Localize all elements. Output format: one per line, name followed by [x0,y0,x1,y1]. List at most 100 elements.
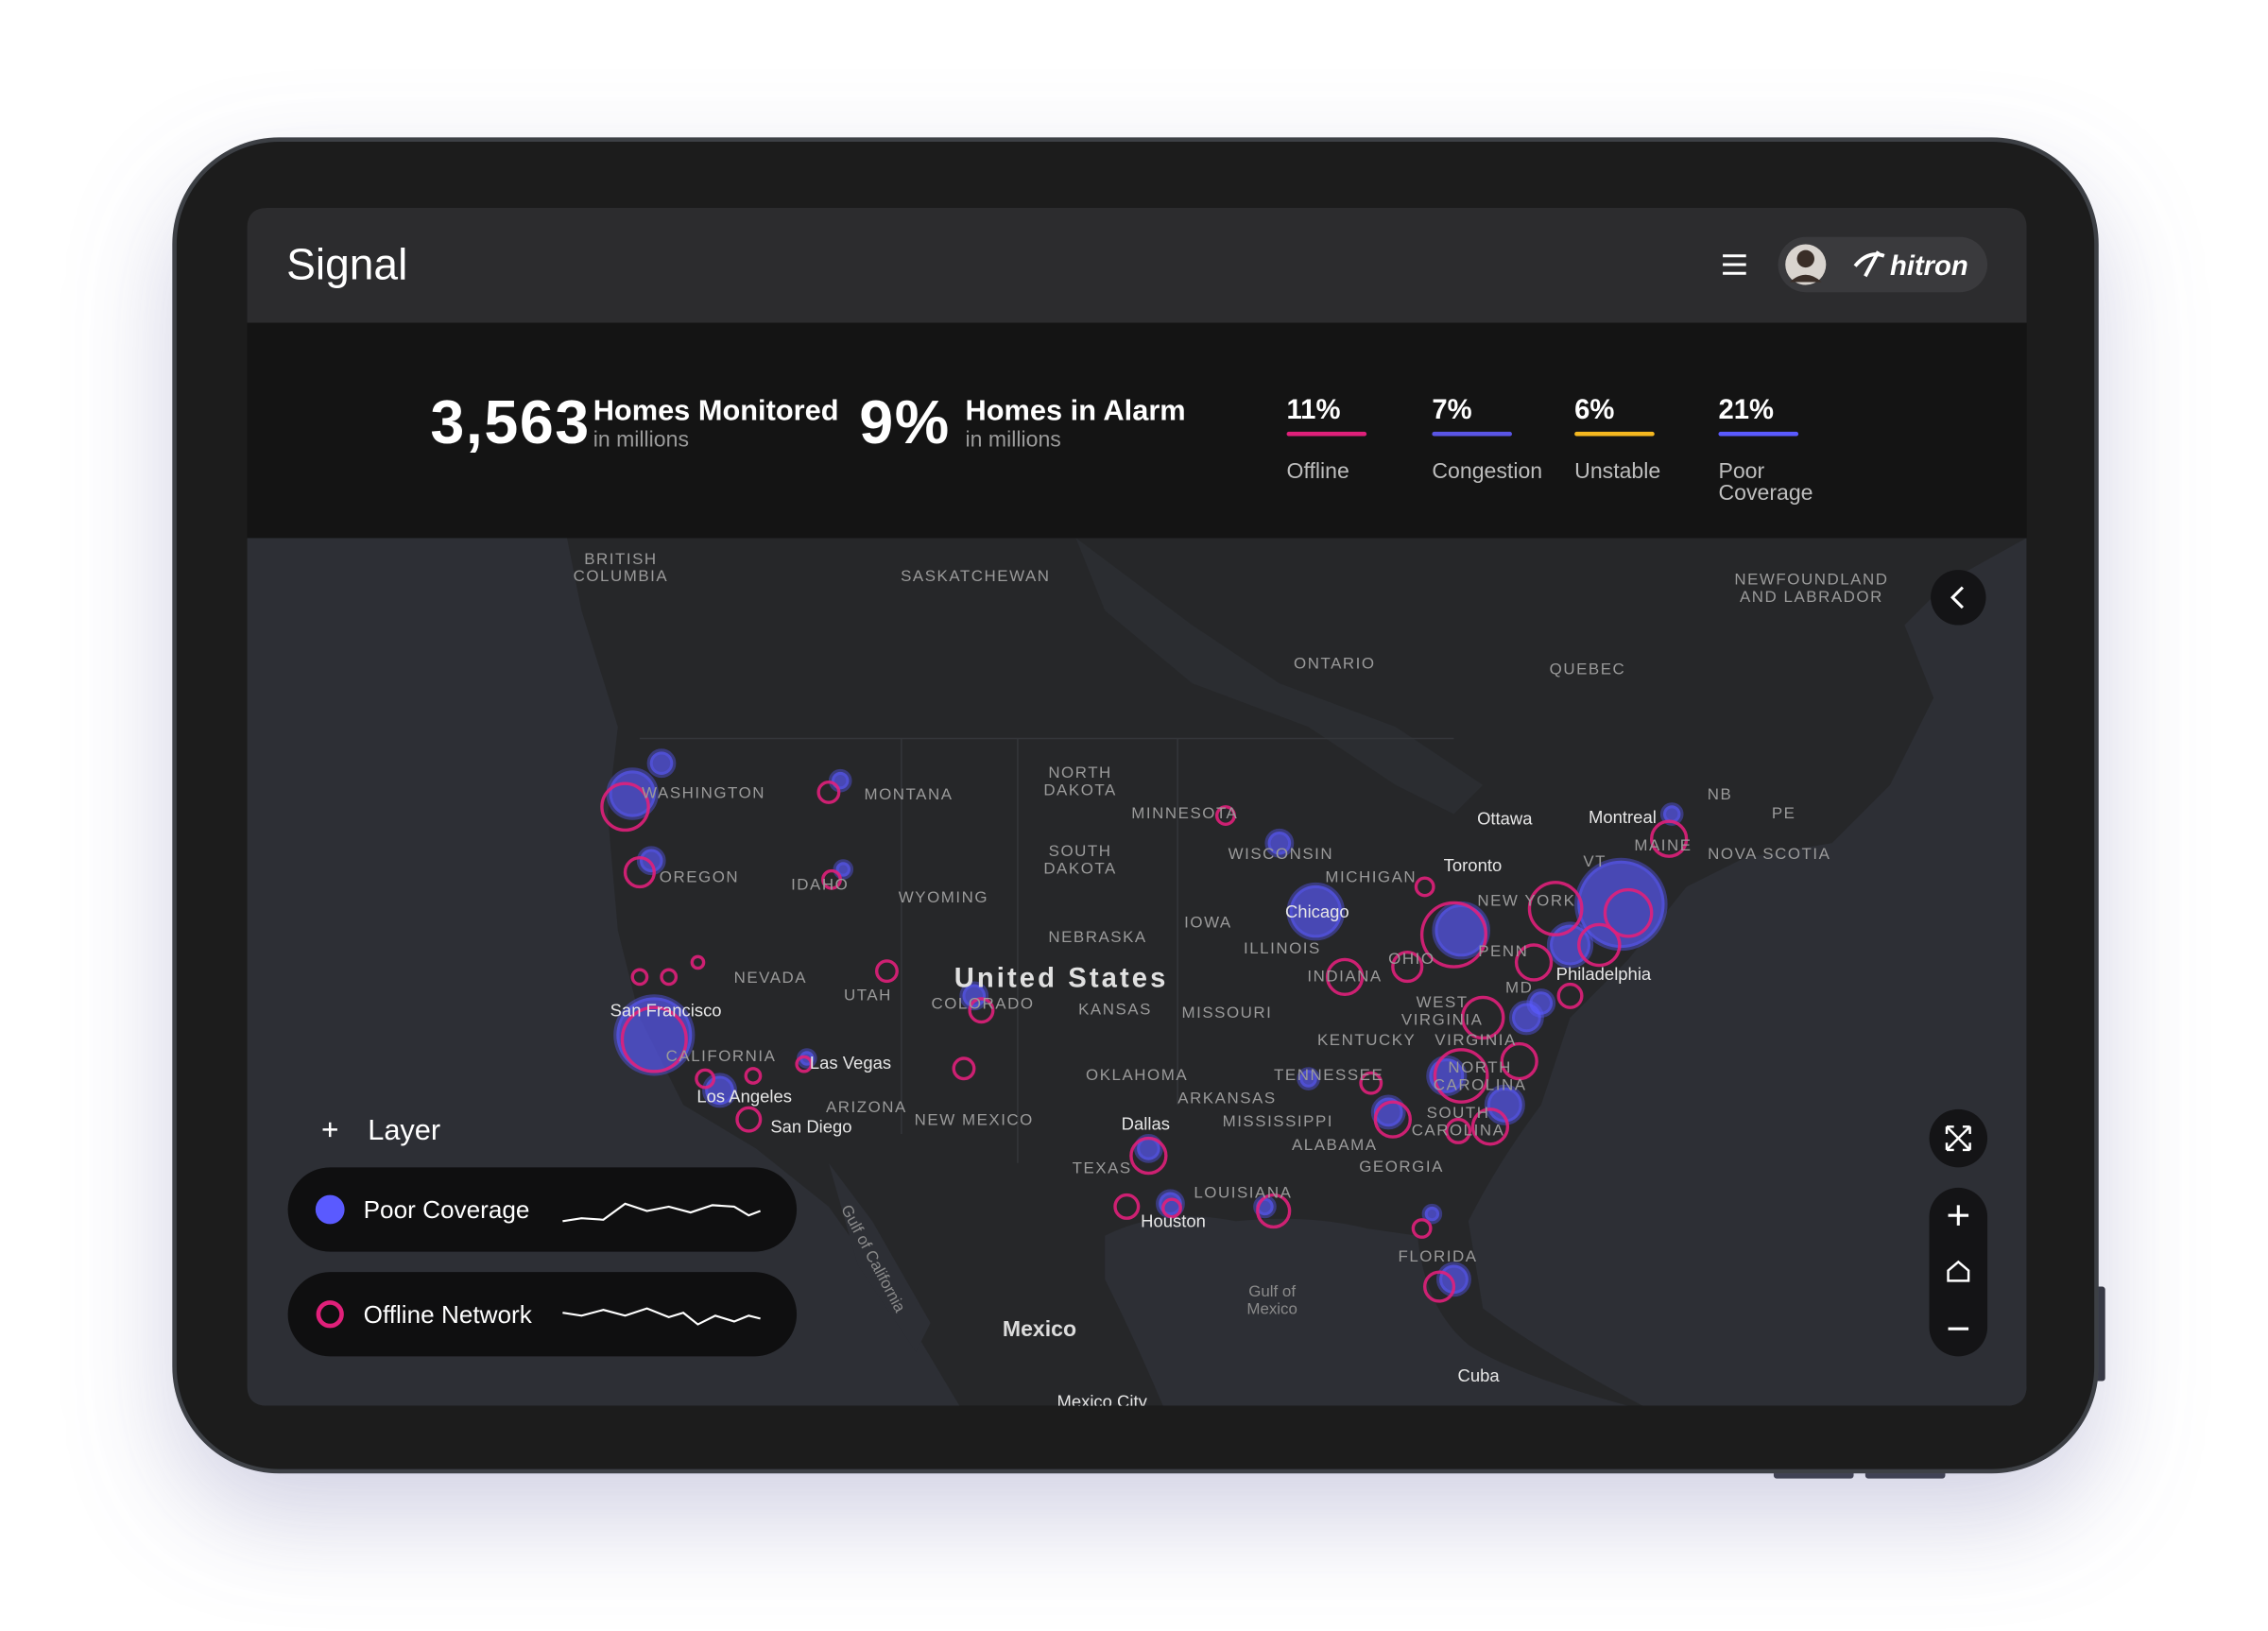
menu-icon[interactable] [1723,254,1746,275]
map-label: CAROLINA [1434,1076,1527,1094]
map-label: MD [1505,979,1533,997]
map-label: IDAHO [791,875,849,893]
avatar-head [1796,249,1814,268]
map-label: NORTH [1448,1058,1511,1076]
map-label: ARKANSAS [1177,1090,1276,1107]
map-label: CALIFORNIA [666,1047,777,1065]
map-label: MISSOURI [1182,1004,1273,1022]
map-label: BRITISH [584,550,657,568]
map-label: NEBRASKA [1048,928,1146,946]
map-label: TEXAS [1073,1159,1132,1176]
map-label: Cuba [1458,1365,1501,1385]
layer-sparkline [562,1202,761,1223]
map-label: United States [954,964,1169,994]
offline-marker [690,954,706,970]
layer-item[interactable] [287,1167,798,1252]
coverage-marker [1421,1203,1443,1225]
offline-marker [1500,1041,1538,1081]
offline-marker [795,1055,814,1073]
map-label: Gulf of [1248,1282,1296,1300]
map-label: GEORGIA [1359,1158,1444,1176]
map-label: Montreal [1589,807,1657,827]
offline-marker [1256,1193,1292,1229]
fullscreen-icon [1945,1125,1971,1152]
add-layer-icon[interactable] [322,1122,337,1138]
coverage-marker [1435,1262,1471,1297]
map-label: OKLAHOMA [1086,1066,1188,1084]
map-label: INDIANA [1307,967,1382,985]
layer-item[interactable] [287,1272,798,1357]
map-label: COLUMBIA [574,567,669,585]
map-label: OREGON [660,868,739,886]
map-label: ILLINOIS [1244,939,1321,957]
map-label: Mexico [1003,1316,1076,1341]
map-label: WISCONSIN [1228,845,1334,863]
map-label: Toronto [1444,855,1503,875]
map-label: MISSISSIPPI [1223,1112,1333,1130]
offline-marker [600,781,650,833]
map-label: TENNESSEE [1274,1066,1383,1084]
offline-marker [1411,1218,1433,1239]
offline-marker [1129,1136,1168,1176]
offline-marker [1359,1071,1383,1095]
map-label: Ottawa [1477,809,1533,829]
layer-title: Layer [368,1113,440,1146]
offline-marker [1391,950,1424,984]
layer-list: Poor Coverage Offline Network [287,1167,798,1357]
map-label: NOVA SCOTIA [1708,845,1830,863]
map-label: Dallas [1122,1114,1170,1134]
map-label: VT [1583,852,1606,870]
offline-marker [1460,995,1505,1040]
offline-marker [1414,876,1435,898]
zoom-in[interactable] [1948,1205,1969,1226]
map-label: MICHIGAN [1325,868,1417,886]
coverage-marker [959,981,989,1011]
coverage-marker [606,767,659,820]
offline-marker [874,959,899,984]
offline-marker [630,968,649,987]
metric-bar [1718,431,1799,437]
map-label: MINNESOTA [1131,804,1238,822]
metric-label: Poor Coverage [1718,459,1813,506]
metric-value: 11% [1286,395,1341,426]
offline-marker [660,968,679,987]
map-label: AND LABRADOR [1740,588,1883,606]
map-label: NORTH [1048,764,1112,781]
map-label: MAINE [1634,836,1692,854]
borders [639,737,1454,1163]
offline-marker [744,1067,763,1085]
map-label: CAROLINA [1412,1121,1505,1139]
map-label: Las Vegas [810,1053,891,1073]
map-label: Houston [1141,1211,1206,1231]
layer-sparkline [562,1307,761,1326]
map-label: Chicago [1285,901,1349,921]
offline-marker [952,1056,976,1081]
coverage-marker [646,748,677,779]
metric-label: Unstable [1574,459,1661,485]
coverage-marker [1526,988,1556,1018]
coverage-marker [833,859,854,880]
map-label: ARIZONA [826,1098,907,1116]
home-button[interactable] [1947,1260,1970,1282]
offline-marker [1325,957,1365,996]
map-label: PE [1772,804,1796,822]
stat-value: 3,563 [430,387,591,457]
collapse-icon [1950,586,1965,609]
coverage-marker [1297,1067,1320,1090]
layer-label: Offline Network [364,1300,533,1329]
map-label: FLORIDA [1399,1247,1478,1265]
metric-value: 6% [1574,395,1615,426]
map-label: COLORADO [931,995,1034,1013]
offline-marker [620,1005,688,1073]
map-label: Mexico City [1057,1391,1147,1411]
account-pill[interactable] [1778,236,1988,293]
offline-marker [816,780,841,804]
metric-bar [1432,431,1512,437]
map-label: UTAH [844,986,892,1004]
collapse-button[interactable] [1931,570,1986,626]
map-label: ALABAMA [1292,1136,1378,1154]
map-label: SASKATCHEWAN [901,567,1050,585]
layer-swatch [316,1300,344,1329]
